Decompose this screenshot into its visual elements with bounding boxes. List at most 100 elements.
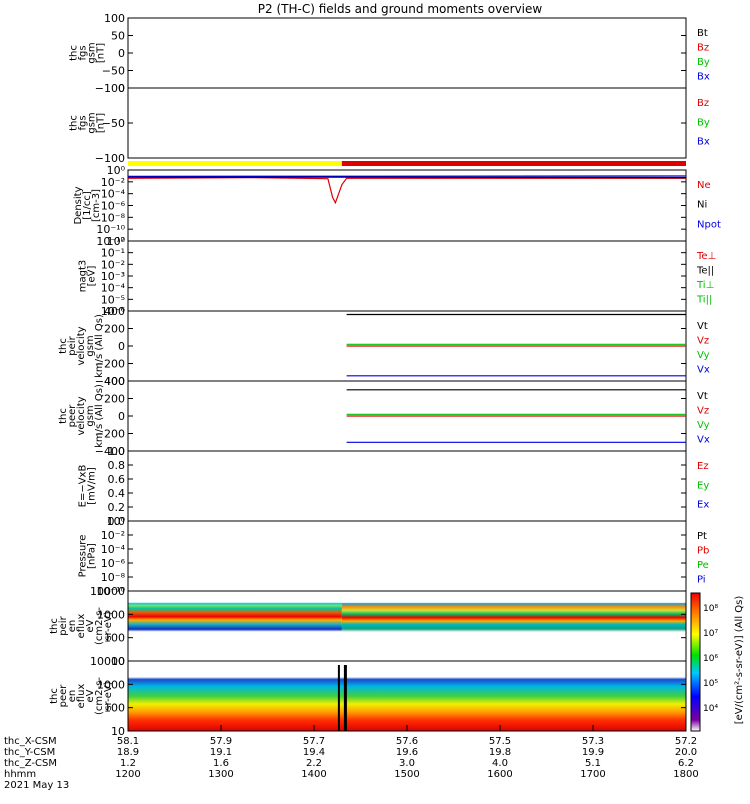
legend-Ti⊥: Ti⊥ bbox=[696, 280, 714, 291]
legend-Ti||: Ti|| bbox=[696, 295, 712, 306]
series-Ni bbox=[128, 177, 686, 178]
x-tick-label: 1500 bbox=[394, 769, 419, 780]
spectrogram-gap-right bbox=[344, 665, 347, 731]
x-tick-label: 1300 bbox=[208, 769, 233, 780]
panel-temp: 10⁰10⁻¹10⁻²10⁻³10⁻⁴10⁻⁵10⁻⁶magt3[eV]Te⊥T… bbox=[78, 235, 717, 318]
y-tick-label: 10000 bbox=[90, 655, 125, 668]
y-axis-label: km/s (All Qs) bbox=[94, 384, 105, 448]
panel-pressure: 10⁰10⁻²10⁻⁴10⁻⁶10⁻⁸10⁻¹⁰Pressure[nPa]PtP… bbox=[78, 515, 710, 598]
panel-peir_spec: 10000100010010thcpeirenefluxeV(cm2-s-sr-… bbox=[49, 585, 686, 668]
y-tick-label: 0.8 bbox=[108, 459, 126, 472]
y-tick-label: 0 bbox=[118, 410, 125, 423]
colorbar-gradient bbox=[691, 593, 700, 731]
legend-Ni: Ni bbox=[697, 200, 707, 211]
x-tick-label: 1200 bbox=[115, 769, 140, 780]
y-tick-label: 10000 bbox=[90, 585, 125, 598]
y-tick-label: 10⁻⁶ bbox=[101, 557, 126, 570]
y-tick-label: 200 bbox=[104, 323, 125, 336]
x-tick-label: 2.2 bbox=[306, 758, 322, 769]
y-axis-label: [nT] bbox=[96, 43, 107, 63]
legend-Ey: Ey bbox=[697, 480, 709, 491]
x-tick-label: 19.9 bbox=[582, 747, 604, 758]
y-axis-label: [nT] bbox=[96, 113, 107, 133]
y-tick-label: 50 bbox=[111, 30, 125, 43]
x-tick-label: 3.0 bbox=[399, 758, 415, 769]
legend-Bx: Bx bbox=[697, 137, 710, 148]
y-tick-label: 10⁻⁴ bbox=[101, 543, 126, 556]
y-tick-label: 10⁻² bbox=[101, 529, 125, 542]
y-tick-label: 200 bbox=[104, 393, 125, 406]
y-tick-label: −50 bbox=[102, 65, 125, 78]
y-tick-label: 0.6 bbox=[108, 473, 126, 486]
electron-spectrogram bbox=[128, 671, 686, 731]
mode-bar-slow bbox=[128, 161, 342, 166]
x-tick-label: 4.0 bbox=[492, 758, 508, 769]
panel-density: 10⁰10⁻²10⁻⁴10⁻⁶10⁻⁸10⁻¹⁰10⁻¹²Density[1/c… bbox=[73, 164, 721, 248]
x-tick-label: 57.3 bbox=[582, 736, 604, 747]
x-tick-label: 58.1 bbox=[117, 736, 139, 747]
legend-Vy: Vy bbox=[697, 350, 710, 361]
legend-Ex: Ex bbox=[697, 500, 709, 511]
x-tick-label: 1800 bbox=[673, 769, 698, 780]
legend-Te⊥: Te⊥ bbox=[696, 251, 716, 262]
legend-Vt: Vt bbox=[697, 321, 708, 332]
legend-Vt: Vt bbox=[697, 391, 708, 402]
y-tick-label: 0.4 bbox=[108, 487, 126, 500]
legend-Ez: Ez bbox=[697, 461, 709, 472]
x-tick-label: 57.6 bbox=[396, 736, 418, 747]
legend-Bt: Bt bbox=[697, 28, 708, 39]
y-axis-label: km/s (All Qs) bbox=[94, 314, 105, 378]
panel-frame bbox=[128, 18, 686, 88]
colorbar-tick-label: 10⁶ bbox=[703, 654, 718, 664]
y-tick-label: 1.0 bbox=[108, 445, 126, 458]
legend-Vx: Vx bbox=[697, 435, 710, 446]
panel-frame bbox=[128, 241, 686, 311]
legend-By: By bbox=[697, 57, 710, 68]
x-tick-label: 19.4 bbox=[303, 747, 325, 758]
colorbar-tick-label: 10⁵ bbox=[703, 679, 718, 689]
y-axis-label: [cm-3] bbox=[91, 189, 102, 222]
legend-By: By bbox=[697, 117, 710, 128]
y-tick-label: 400 bbox=[104, 375, 125, 388]
legend-Pb: Pb bbox=[697, 546, 709, 557]
chart-title: P2 (TH-C) fields and ground moments over… bbox=[258, 2, 543, 16]
panel-frame bbox=[128, 88, 686, 158]
series-Ne bbox=[128, 178, 686, 203]
x-row-label: thc_X-CSM bbox=[4, 736, 57, 747]
y-tick-label: 100 bbox=[104, 12, 125, 25]
x-tick-label: 1400 bbox=[301, 769, 326, 780]
x-tick-label: 57.7 bbox=[303, 736, 325, 747]
x-tick-label: 57.9 bbox=[210, 736, 232, 747]
legend-Npot: Npot bbox=[697, 219, 721, 230]
panel-peer_spec: 10000100010010thcpeerenefluxeV(cm2-s-sr-… bbox=[49, 655, 686, 738]
y-tick-label: 0 bbox=[118, 47, 125, 60]
ion-spectrogram-slow bbox=[128, 599, 342, 641]
y-tick-label: 10⁰ bbox=[107, 515, 126, 528]
x-tick-label: 1700 bbox=[580, 769, 605, 780]
x-tick-label: 1.2 bbox=[120, 758, 136, 769]
legend-Te||: Te|| bbox=[696, 266, 714, 277]
y-axis-label: [nPa] bbox=[87, 543, 98, 569]
legend-Bz: Bz bbox=[697, 98, 709, 109]
y-axis-label: [eV] bbox=[87, 266, 98, 287]
y-axis-label: sr-eV) bbox=[103, 681, 114, 710]
x-tick-label: 5.1 bbox=[585, 758, 601, 769]
y-axis-label: sr-eV) bbox=[103, 611, 114, 640]
x-tick-label: 19.6 bbox=[396, 747, 418, 758]
legend-Vx: Vx bbox=[697, 365, 710, 376]
legend-Bx: Bx bbox=[697, 72, 710, 83]
x-tick-label: 19.8 bbox=[489, 747, 511, 758]
x-row-label: thc_Z-CSM bbox=[4, 758, 57, 769]
date-label: 2021 May 13 bbox=[4, 780, 69, 791]
panel-frame bbox=[128, 170, 686, 241]
x-tick-label: 18.9 bbox=[117, 747, 139, 758]
legend-Vy: Vy bbox=[697, 420, 710, 431]
